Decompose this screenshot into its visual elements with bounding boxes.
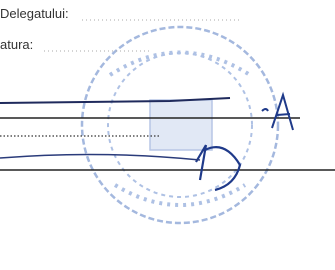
page: {"fields": [{"label": "Delegatului:"}, {… [0,0,335,270]
field-label: atura: [0,37,33,52]
document: Delegatului: atura: [0,0,335,270]
field-label: Delegatului: [0,6,69,21]
stamp-emblem [150,100,212,150]
